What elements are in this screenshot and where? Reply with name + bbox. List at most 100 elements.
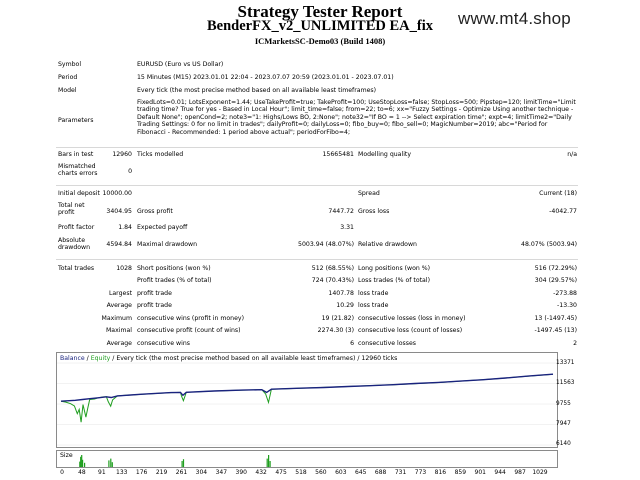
size-chart: Size <box>56 450 558 468</box>
ticks-label: Ticks modelled <box>137 151 184 158</box>
x-tick-label: 688 <box>374 469 387 476</box>
average-consecutive-wins-value: 6 <box>350 340 354 347</box>
y-tick-label: 6140 <box>556 441 571 447</box>
net-profit-value: 3404.95 <box>106 208 132 215</box>
symbol-label: Symbol <box>58 61 82 68</box>
expected-payoff-value: 3.31 <box>340 224 354 231</box>
spread-label: Spread <box>358 190 380 197</box>
absolute-drawdown-label: Absolute drawdown <box>58 237 91 252</box>
initial-deposit-label: Initial deposit <box>58 190 100 197</box>
x-tick-label: 390 <box>235 469 247 476</box>
short-positions-value: 512 (68.55%) <box>311 265 354 272</box>
modelling-quality-value: n/a <box>567 151 577 158</box>
x-tick-label: 987 <box>514 469 526 476</box>
size-bar <box>110 458 112 467</box>
largest-profit-label: profit trade <box>137 290 172 297</box>
x-tick-label: 48 <box>78 469 86 476</box>
largest-loss-label: loss trade <box>358 290 389 297</box>
expected-payoff-label: Expected payoff <box>137 224 188 231</box>
max-consecutive-wins-value: 19 (21.82) <box>321 315 354 322</box>
ticks-value: 15665481 <box>322 151 355 158</box>
maximal-consecutive-loss-value: -1497.45 (13) <box>534 327 578 334</box>
x-tick-label: 773 <box>414 469 427 476</box>
maximal-label: Maximal <box>105 327 132 334</box>
size-plot <box>79 455 271 467</box>
watermark: www.mt4.shop <box>458 9 571 28</box>
size-bar <box>108 460 110 467</box>
y-tick-label: 7947 <box>556 421 571 427</box>
mismatch-label: Mismatched charts errors <box>58 163 98 178</box>
y-tick-label: 9755 <box>556 401 571 407</box>
largest-label: Largest <box>108 290 132 297</box>
chart-plot <box>57 362 557 446</box>
legend-rest: / Every tick (the most precise method ba… <box>112 355 398 362</box>
x-tick-label: 645 <box>355 469 367 476</box>
average-loss-label: loss trade <box>358 302 389 309</box>
size-bar <box>111 462 113 467</box>
x-tick-label: 816 <box>434 469 447 476</box>
parameters-value: FixedLots=0.01; LotsExponent=1.44; UseTa… <box>137 99 576 136</box>
x-tick-label: 475 <box>275 469 287 476</box>
x-tick-label: 219 <box>155 469 168 476</box>
size-bar <box>266 458 268 467</box>
size-bar <box>182 459 185 467</box>
x-tick-label: 0 <box>60 469 64 476</box>
y-tick-label: 13371 <box>556 360 575 366</box>
initial-deposit-value: 10000.00 <box>102 190 132 197</box>
spread-value: Current (18) <box>539 190 577 197</box>
mismatch-value: 0 <box>128 168 132 175</box>
size-bar <box>81 455 83 467</box>
legend-sep: / <box>86 355 89 362</box>
legend-equity: Equity <box>90 355 111 362</box>
largest-loss-value: -273.88 <box>553 290 577 297</box>
divider <box>56 185 578 186</box>
profit-trades-value: 724 (70.43%) <box>311 277 354 284</box>
max-consecutive-losses-label: consecutive losses (loss in money) <box>358 315 466 322</box>
x-tick-label: 432 <box>255 469 267 476</box>
absolute-drawdown-value: 4594.84 <box>106 241 132 248</box>
net-profit-label: Total net profit <box>58 202 85 217</box>
x-tick-label: 518 <box>295 469 307 476</box>
model-value: Every tick (the most precise method base… <box>137 87 377 94</box>
average-profit-label: profit trade <box>137 302 172 309</box>
bars-label: Bars in test <box>58 151 94 158</box>
max-consecutive-wins-label: consecutive wins (profit in money) <box>137 315 244 322</box>
x-tick-label: 560 <box>315 469 327 476</box>
profit-factor-label: Profit factor <box>58 224 95 231</box>
size-bar <box>84 462 86 467</box>
profit-trades-label: Profit trades (% of total) <box>137 277 212 284</box>
largest-profit-value: 1407.78 <box>328 290 354 297</box>
long-positions-label: Long positions (won %) <box>358 265 431 272</box>
divider <box>56 259 578 260</box>
average-consecutive-losses-label: consecutive losses <box>358 340 417 347</box>
period-label: Period <box>58 74 78 81</box>
balance-line <box>60 373 554 402</box>
size-bar <box>181 461 183 467</box>
maximal-drawdown-value: 5003.94 (48.07%) <box>298 241 354 248</box>
gross-profit-value: 7447.72 <box>328 208 354 215</box>
x-tick-label: 944 <box>494 469 506 476</box>
x-tick-label: 859 <box>454 469 467 476</box>
x-tick-label: 347 <box>215 469 228 476</box>
size-label: Size <box>60 452 73 459</box>
report-title: Strategy Tester Report <box>237 2 403 21</box>
gross-profit-label: Gross profit <box>137 208 173 215</box>
equity-line <box>60 373 554 423</box>
x-tick-label: 176 <box>135 469 148 476</box>
x-tick-label: 261 <box>175 469 188 476</box>
x-tick-label: 133 <box>116 469 128 476</box>
total-trades-label: Total trades <box>58 265 95 272</box>
x-tick-label: 901 <box>474 469 486 476</box>
parameters-label: Parameters <box>58 117 94 124</box>
x-tick-label: 731 <box>394 469 407 476</box>
modelling-quality-label: Modelling quality <box>358 151 411 158</box>
relative-drawdown-label: Relative drawdown <box>358 241 417 248</box>
gross-loss-value: -4042.77 <box>549 208 577 215</box>
y-tick-label: 11563 <box>556 380 575 386</box>
average-profit-value: 10.29 <box>336 302 354 309</box>
average-loss-value: -13.30 <box>557 302 577 309</box>
size-bar <box>269 461 271 467</box>
maximal-consecutive-profit-value: 2274.30 (3) <box>317 327 354 334</box>
size-bar <box>80 456 82 467</box>
short-positions-label: Short positions (won %) <box>137 265 211 272</box>
